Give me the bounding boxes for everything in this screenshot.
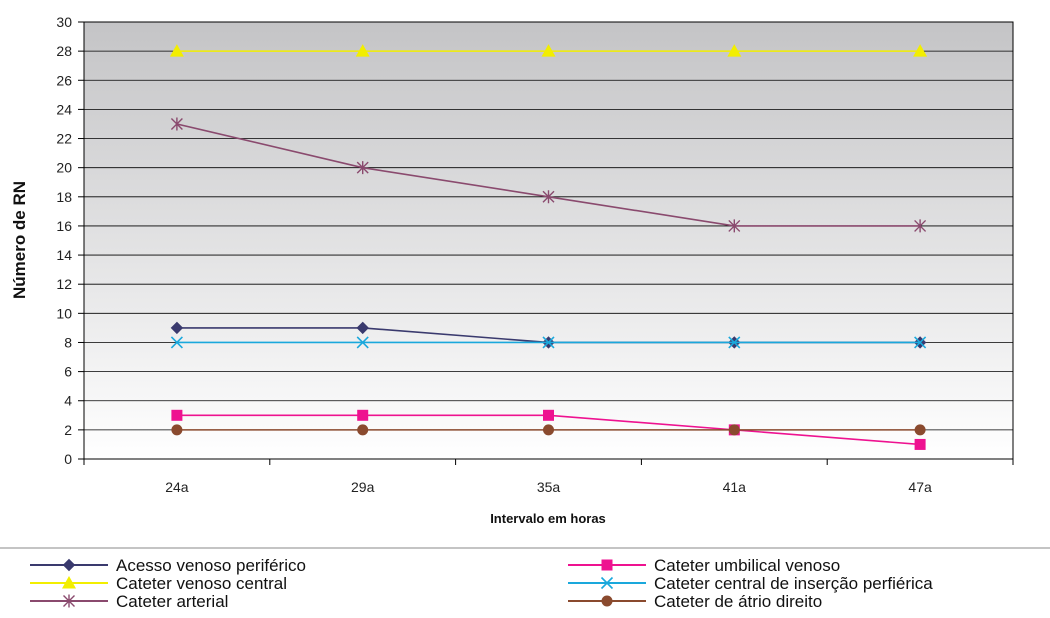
data-point xyxy=(356,161,369,175)
series-3 xyxy=(170,336,927,349)
data-point xyxy=(727,44,742,57)
y-tick-label: 24 xyxy=(56,101,72,117)
data-point xyxy=(914,336,927,349)
legend-item: Cateter venoso central xyxy=(30,574,287,593)
legend-item: Cateter central de inserção perfiérica xyxy=(568,574,933,593)
data-point xyxy=(356,336,369,349)
data-point xyxy=(541,44,556,57)
data-point xyxy=(169,44,184,57)
y-tick-label: 28 xyxy=(56,43,72,59)
y-tick-label: 4 xyxy=(64,393,72,409)
data-point xyxy=(170,321,184,335)
x-tick-label: 35a xyxy=(537,479,561,495)
series-5 xyxy=(171,424,926,436)
legend-item: Cateter arterial xyxy=(30,592,228,611)
y-tick-label: 8 xyxy=(64,334,72,350)
y-tick-label: 12 xyxy=(56,276,72,292)
data-point xyxy=(357,409,369,421)
plot-border xyxy=(83,21,1014,460)
legend-label: Cateter de átrio direito xyxy=(654,592,822,611)
legend-item: Cateter de átrio direito xyxy=(568,592,822,611)
data-point xyxy=(63,594,75,608)
data-point xyxy=(542,190,555,204)
data-point xyxy=(543,409,554,421)
data-point xyxy=(355,44,370,57)
data-point xyxy=(914,424,926,436)
legend-label: Cateter venoso central xyxy=(116,574,287,593)
legend-label: Acesso venoso periférico xyxy=(116,556,306,575)
legend-label: Cateter umbilical venoso xyxy=(654,556,840,575)
legend-label: Cateter arterial xyxy=(116,592,228,611)
x-tick-label: 29a xyxy=(351,479,375,495)
data-point xyxy=(914,219,927,233)
data-point xyxy=(171,409,183,421)
data-point xyxy=(62,576,76,589)
data-point xyxy=(601,559,613,571)
data-point xyxy=(542,336,555,349)
data-point xyxy=(62,558,76,572)
data-point xyxy=(600,576,614,590)
data-point xyxy=(728,336,741,349)
y-tick-label: 26 xyxy=(56,72,72,88)
data-point xyxy=(171,424,183,436)
data-point xyxy=(543,424,554,436)
data-point xyxy=(728,219,741,233)
y-tick-label: 20 xyxy=(56,160,72,176)
x-axis-title: Intervalo em horas xyxy=(490,511,606,526)
y-tick-label: 2 xyxy=(64,422,72,438)
series-4 xyxy=(170,117,927,233)
x-tick-label: 47a xyxy=(908,479,932,495)
data-point xyxy=(914,438,926,450)
y-tick-label: 10 xyxy=(56,305,72,321)
data-point xyxy=(170,336,183,349)
legend-item: Acesso venoso periférico xyxy=(30,556,306,575)
plot-area xyxy=(84,22,1013,459)
legend: Acesso venoso periférico Cateter umbilica… xyxy=(30,556,933,611)
x-tick-label: 24a xyxy=(165,479,189,495)
y-tick-label: 6 xyxy=(64,364,72,380)
y-axis-title: Número de RN xyxy=(10,181,29,299)
series-2 xyxy=(169,44,928,57)
legend-label: Cateter central de inserção perfiérica xyxy=(654,574,933,593)
y-tick-label: 22 xyxy=(56,131,72,147)
x-tick-label: 41a xyxy=(723,479,747,495)
y-tick-label: 0 xyxy=(64,451,72,467)
data-point xyxy=(356,321,369,335)
y-tick-label: 30 xyxy=(56,14,72,30)
data-point xyxy=(170,117,183,131)
legend-item: Cateter umbilical venoso xyxy=(568,556,840,575)
data-point xyxy=(913,44,928,57)
data-point xyxy=(728,424,740,436)
data-point xyxy=(601,595,613,607)
data-point xyxy=(357,424,369,436)
y-tick-label: 16 xyxy=(56,218,72,234)
y-tick-label: 18 xyxy=(56,189,72,205)
series-layer xyxy=(169,44,928,450)
y-tick-label: 14 xyxy=(56,247,72,263)
